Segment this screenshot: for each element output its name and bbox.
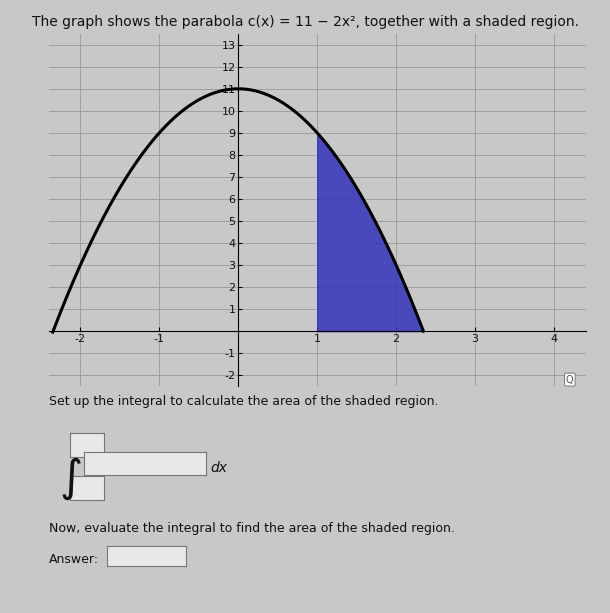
Text: Q: Q: [566, 375, 573, 384]
Text: ∫: ∫: [60, 457, 83, 500]
Text: Answer:: Answer:: [49, 553, 99, 566]
Text: dx: dx: [210, 461, 228, 474]
Text: Set up the integral to calculate the area of the shaded region.: Set up the integral to calculate the are…: [49, 395, 439, 408]
Text: Now, evaluate the integral to find the area of the shaded region.: Now, evaluate the integral to find the a…: [49, 522, 454, 535]
Text: The graph shows the parabola c(x) = 11 − 2x², together with a shaded region.: The graph shows the parabola c(x) = 11 −…: [32, 15, 578, 29]
